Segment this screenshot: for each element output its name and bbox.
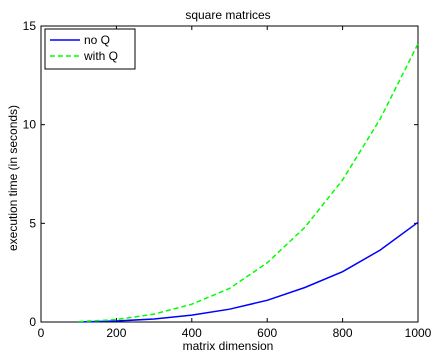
legend: no Q with Q xyxy=(44,28,136,70)
y-tick-label: 5 xyxy=(29,216,36,230)
x-tick-label: 600 xyxy=(257,326,277,340)
x-axis-label: matrix dimension xyxy=(183,339,274,353)
legend-label: with Q xyxy=(83,49,118,63)
y-axis-label: execution time (in seconds) xyxy=(6,105,20,251)
with-q-series-line xyxy=(78,43,419,323)
legend-box xyxy=(44,28,136,70)
chart-title: square matrices xyxy=(185,8,270,22)
plot-area: 0 200 400 600 800 1000 0 5 10 15 xyxy=(23,19,432,340)
x-tick-label: 400 xyxy=(182,326,202,340)
y-tick-label: 10 xyxy=(23,118,37,132)
legend-label: no Q xyxy=(84,33,110,47)
plot-frame xyxy=(40,25,419,323)
x-tick-label: 0 xyxy=(38,326,45,340)
x-tick-label: 1000 xyxy=(405,326,432,340)
y-tick-label: 0 xyxy=(29,315,36,329)
no-q-series-line xyxy=(78,221,419,323)
y-tick-label: 15 xyxy=(23,19,37,33)
x-tick-label: 200 xyxy=(106,326,126,340)
x-tick-label: 800 xyxy=(333,326,353,340)
